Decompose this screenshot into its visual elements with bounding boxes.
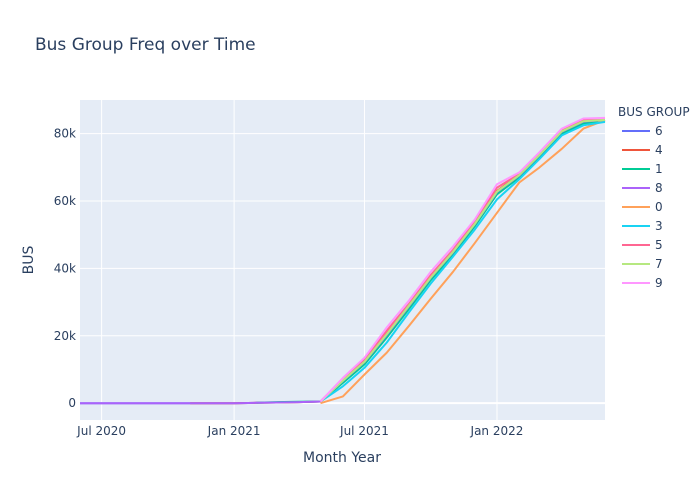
legend-label: 5: [655, 238, 663, 252]
legend-label: 1: [655, 162, 663, 176]
series-line-3: [319, 120, 606, 403]
y-tick-label: 0: [68, 396, 76, 410]
x-tick-label: Jul 2021: [339, 424, 389, 438]
legend-title: BUS GROUP: [618, 105, 690, 119]
chart-title: Bus Group Freq over Time: [35, 35, 256, 55]
y-axis-title: BUS: [21, 246, 37, 275]
x-axis-ticks: Jul 2020 Jan 2021 Jul 2021 Jan 2022: [76, 424, 523, 438]
legend-label: 6: [655, 124, 663, 138]
legend-label: 4: [655, 143, 663, 157]
legend-label: 0: [655, 200, 663, 214]
legend-label: 8: [655, 181, 663, 195]
x-tick-label: Jul 2020: [76, 424, 126, 438]
y-tick-label: 40k: [54, 261, 76, 275]
legend: BUS GROUP 6 4 1 8 0 3 5 7 9: [618, 105, 690, 290]
series-line-7: [319, 118, 606, 403]
legend-label: 3: [655, 219, 663, 233]
y-tick-label: 80k: [54, 127, 76, 141]
legend-items: 6 4 1 8 0 3 5 7 9: [622, 124, 663, 290]
x-axis-title: Month Year: [303, 450, 381, 466]
legend-label: 7: [655, 257, 663, 271]
y-tick-label: 20k: [54, 329, 76, 343]
series-line-0: [320, 119, 606, 405]
plot-area: [80, 100, 605, 420]
x-tick-label: Jan 2021: [207, 424, 261, 438]
series-layer: [80, 116, 606, 405]
grid: [80, 100, 605, 420]
y-axis-ticks: 0 20k 40k 60k 80k: [54, 127, 76, 410]
x-tick-label: Jan 2022: [470, 424, 524, 438]
legend-label: 9: [655, 276, 663, 290]
y-tick-label: 60k: [54, 194, 76, 208]
series-line-9: [319, 116, 606, 403]
